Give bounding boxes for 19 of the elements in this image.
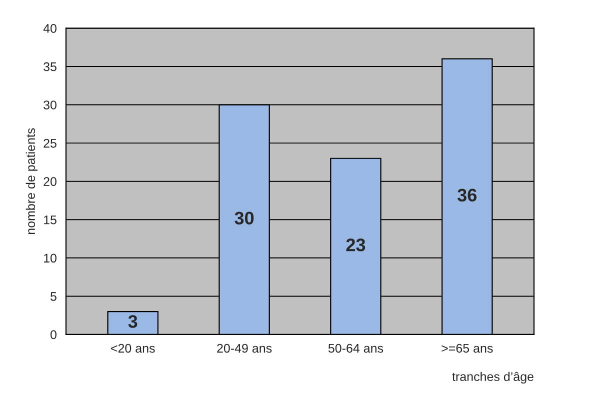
y-tick-label: 30: [44, 100, 56, 110]
y-tick-label: 0: [50, 330, 56, 340]
data-label: 36: [458, 188, 477, 202]
y-tick-label: 35: [44, 62, 56, 72]
data-label: 3: [128, 315, 138, 328]
data-label: 23: [346, 238, 366, 252]
y-tick-label: 10: [44, 254, 56, 263]
y-axis-title: nombre de patients: [26, 128, 38, 234]
x-tick-label: 20-49 ans: [217, 344, 272, 353]
x-tick-label: >=65 ans: [442, 344, 493, 353]
y-tick-label: 20: [44, 177, 56, 186]
x-tick-label: <20 ans: [111, 344, 155, 353]
y-tick-label: 15: [44, 216, 56, 224]
x-axis-title: tranches d’âge: [452, 372, 534, 384]
data-label: 30: [234, 212, 254, 225]
x-tick-label: 50-64 ans: [328, 344, 384, 353]
y-tick-label: 5: [50, 292, 56, 301]
y-tick-label: 40: [43, 24, 56, 33]
y-tick-label: 25: [44, 138, 56, 148]
